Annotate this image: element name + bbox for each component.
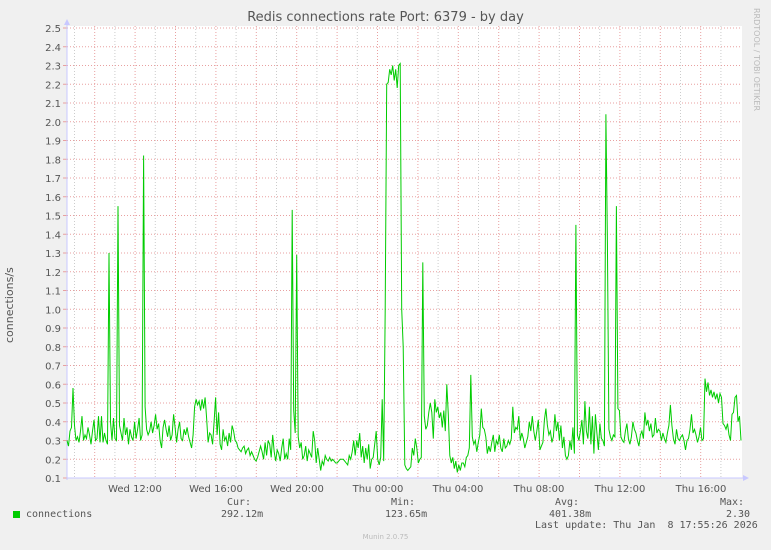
legend-avg-header: Avg: bbox=[555, 497, 580, 508]
munin-version: Munin 2.0.75 bbox=[362, 533, 409, 541]
svg-text:Thu 12:00: Thu 12:00 bbox=[594, 484, 646, 495]
last-update: Last update: Thu Jan 8 17:55:26 2026 bbox=[535, 520, 758, 531]
legend-series-name: connections bbox=[26, 509, 93, 520]
chart-title: Redis connections rate Port: 6379 - by d… bbox=[247, 10, 524, 25]
svg-text:0.6: 0.6 bbox=[45, 380, 61, 391]
svg-text:0.4: 0.4 bbox=[45, 418, 61, 429]
svg-text:1.7: 1.7 bbox=[45, 174, 61, 185]
legend-min-value: 123.65m bbox=[385, 509, 428, 520]
legend-max-header: Max: bbox=[720, 497, 745, 508]
svg-text:0.1: 0.1 bbox=[45, 474, 61, 485]
svg-text:0.5: 0.5 bbox=[45, 399, 61, 410]
legend-avg-value: 401.38m bbox=[549, 509, 592, 520]
svg-text:2.5: 2.5 bbox=[45, 24, 61, 35]
svg-text:1.3: 1.3 bbox=[45, 249, 61, 260]
x-axis-arrow-icon bbox=[743, 475, 749, 481]
svg-text:2.2: 2.2 bbox=[45, 80, 61, 91]
svg-text:Thu 08:00: Thu 08:00 bbox=[513, 484, 565, 495]
svg-text:2.0: 2.0 bbox=[45, 118, 61, 129]
svg-text:2.3: 2.3 bbox=[45, 62, 61, 73]
connections-series-line bbox=[66, 62, 742, 473]
svg-text:1.2: 1.2 bbox=[45, 268, 61, 279]
connections-legend-swatch bbox=[13, 511, 20, 518]
y-axis-arrow-icon bbox=[64, 19, 70, 25]
svg-text:1.8: 1.8 bbox=[45, 155, 61, 166]
svg-text:0.9: 0.9 bbox=[45, 324, 61, 335]
svg-text:Wed 16:00: Wed 16:00 bbox=[189, 484, 243, 495]
svg-text:Wed 12:00: Wed 12:00 bbox=[108, 484, 162, 495]
svg-text:Wed 20:00: Wed 20:00 bbox=[270, 484, 324, 495]
line-chart: 0.1 0.2 0.3 0.4 0.5 0.6 0.7 0.8 0.9 1.0 1.1 1.2 1.3 1… bbox=[45, 19, 749, 495]
rrdtool-watermark: RRDTOOL / TOBI OETIKER bbox=[752, 8, 761, 112]
svg-text:0.2: 0.2 bbox=[45, 455, 61, 466]
vertical-gridlines bbox=[74, 26, 722, 478]
y-axis-ticks: 0.1 0.2 0.3 0.4 0.5 0.6 0.7 0.8 0.9 1.0 1.1 1.2 1.3 1… bbox=[45, 24, 61, 485]
svg-text:2.4: 2.4 bbox=[45, 43, 61, 54]
x-axis-ticks: Wed 12:00 Wed 16:00 Wed 20:00 Thu 00:00 Thu … bbox=[108, 484, 726, 495]
svg-text:1.4: 1.4 bbox=[45, 230, 61, 241]
svg-text:1.5: 1.5 bbox=[45, 212, 61, 223]
legend-cur-header: Cur: bbox=[227, 497, 252, 508]
svg-text:1.1: 1.1 bbox=[45, 287, 61, 298]
svg-text:Thu 00:00: Thu 00:00 bbox=[352, 484, 404, 495]
plot-area bbox=[67, 26, 742, 478]
svg-text:0.3: 0.3 bbox=[45, 437, 61, 448]
svg-text:0.7: 0.7 bbox=[45, 362, 61, 373]
svg-text:Thu 16:00: Thu 16:00 bbox=[675, 484, 727, 495]
legend-max-value: 2.30 bbox=[726, 509, 751, 520]
legend-min-header: Min: bbox=[391, 497, 416, 508]
legend-cur-value: 292.12m bbox=[221, 509, 264, 520]
svg-text:2.1: 2.1 bbox=[45, 99, 61, 110]
svg-text:0.8: 0.8 bbox=[45, 343, 61, 354]
svg-text:1.9: 1.9 bbox=[45, 137, 61, 148]
svg-text:1.0: 1.0 bbox=[45, 305, 61, 316]
svg-text:Thu 04:00: Thu 04:00 bbox=[432, 484, 484, 495]
svg-text:1.6: 1.6 bbox=[45, 193, 61, 204]
